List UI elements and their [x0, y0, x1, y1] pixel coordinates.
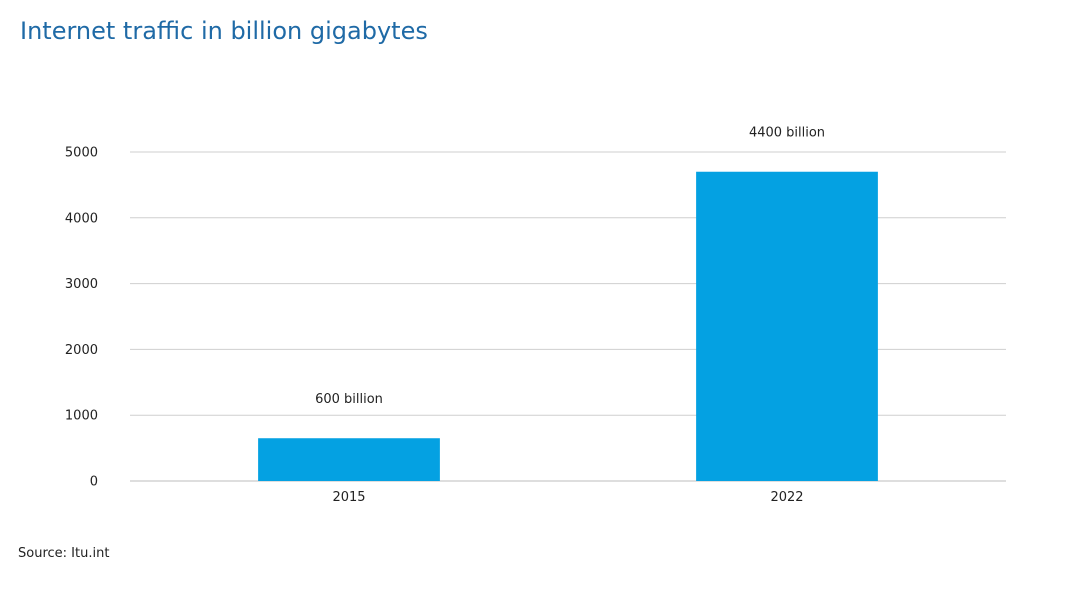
x-tick-label: 2015	[332, 490, 365, 505]
x-axis-ticks: 2015 2022	[332, 490, 803, 505]
y-axis-ticks: 0 1000 2000 3000 4000 5000	[65, 146, 98, 490]
y-tick-label: 5000	[65, 146, 98, 161]
data-labels: 600 billion 4400 billion	[315, 126, 825, 407]
y-tick-label: 2000	[65, 343, 98, 358]
data-label-2015: 600 billion	[315, 392, 383, 407]
y-tick-label: 1000	[65, 409, 98, 424]
chart-title: Internet traffic in billion gigabytes	[20, 17, 428, 45]
data-label-2022: 4400 billion	[749, 126, 825, 141]
y-tick-label: 3000	[65, 277, 98, 292]
bar-2022	[696, 171, 878, 482]
y-tick-label: 4000	[65, 211, 98, 226]
x-tick-label: 2022	[770, 490, 803, 505]
y-tick-label: 0	[90, 475, 98, 490]
bar-2015	[258, 438, 440, 481]
source-note: Source: Itu.int	[18, 546, 110, 561]
bars	[258, 171, 878, 482]
